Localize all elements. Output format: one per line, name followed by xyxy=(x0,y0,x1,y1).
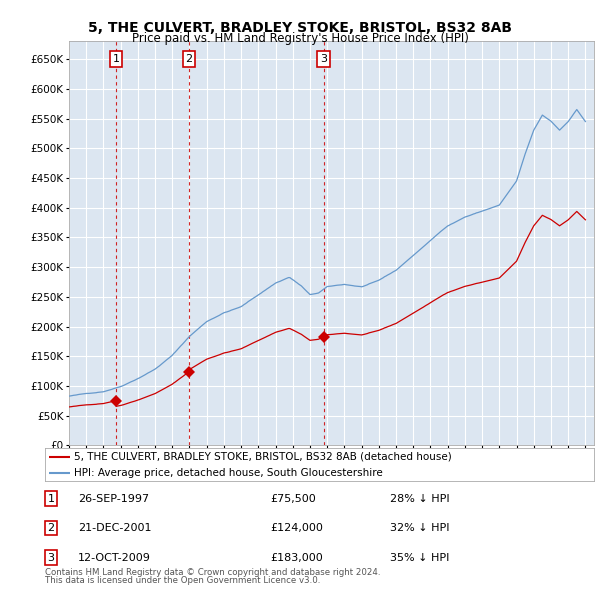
Text: 3: 3 xyxy=(47,553,55,562)
Text: £75,500: £75,500 xyxy=(270,494,316,503)
Text: HPI: Average price, detached house, South Gloucestershire: HPI: Average price, detached house, Sout… xyxy=(74,468,382,478)
Text: Contains HM Land Registry data © Crown copyright and database right 2024.: Contains HM Land Registry data © Crown c… xyxy=(45,568,380,577)
Text: £124,000: £124,000 xyxy=(270,523,323,533)
Text: 5, THE CULVERT, BRADLEY STOKE, BRISTOL, BS32 8AB: 5, THE CULVERT, BRADLEY STOKE, BRISTOL, … xyxy=(88,21,512,35)
Text: 1: 1 xyxy=(47,494,55,503)
Text: 32% ↓ HPI: 32% ↓ HPI xyxy=(390,523,449,533)
Text: 2: 2 xyxy=(47,523,55,533)
Text: £183,000: £183,000 xyxy=(270,553,323,562)
Text: 12-OCT-2009: 12-OCT-2009 xyxy=(78,553,151,562)
Text: 3: 3 xyxy=(320,54,327,64)
Text: This data is licensed under the Open Government Licence v3.0.: This data is licensed under the Open Gov… xyxy=(45,576,320,585)
Text: 5, THE CULVERT, BRADLEY STOKE, BRISTOL, BS32 8AB (detached house): 5, THE CULVERT, BRADLEY STOKE, BRISTOL, … xyxy=(74,451,451,461)
Text: 28% ↓ HPI: 28% ↓ HPI xyxy=(390,494,449,503)
Text: 21-DEC-2001: 21-DEC-2001 xyxy=(78,523,151,533)
Text: 1: 1 xyxy=(112,54,119,64)
Text: 2: 2 xyxy=(185,54,193,64)
Text: 26-SEP-1997: 26-SEP-1997 xyxy=(78,494,149,503)
Text: 35% ↓ HPI: 35% ↓ HPI xyxy=(390,553,449,562)
Text: Price paid vs. HM Land Registry's House Price Index (HPI): Price paid vs. HM Land Registry's House … xyxy=(131,32,469,45)
